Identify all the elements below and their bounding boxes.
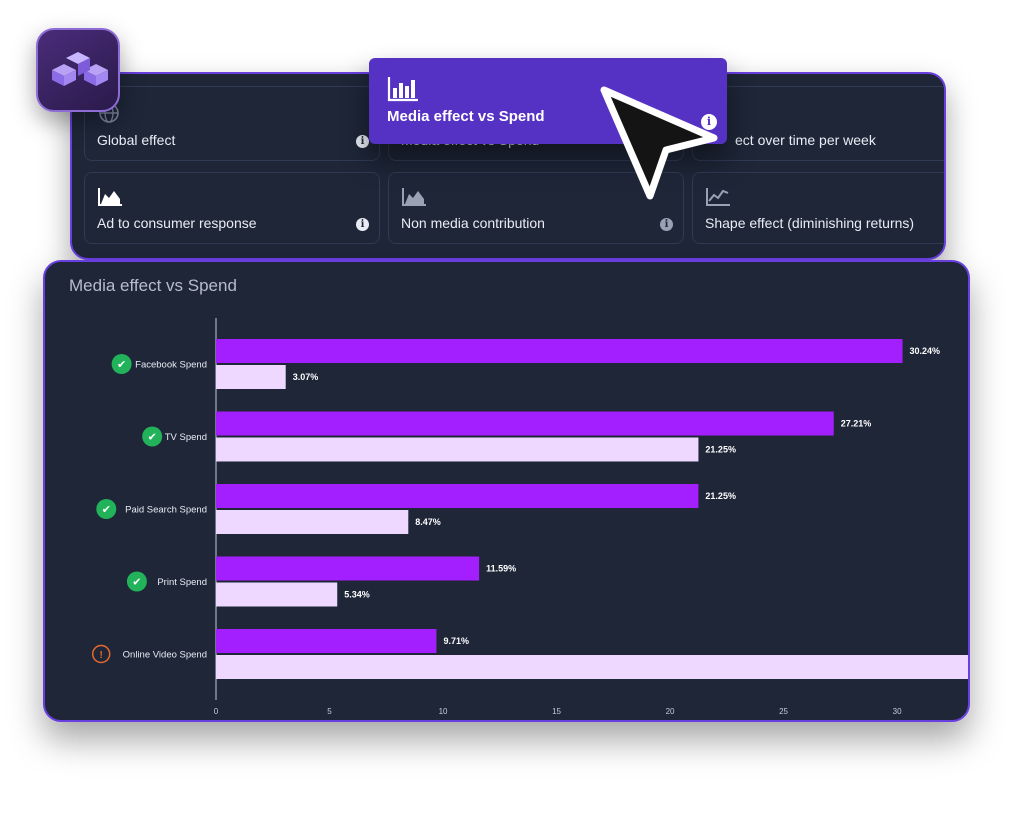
thumbs-up-icon <box>142 426 163 447</box>
info-icon[interactable]: i <box>356 218 369 231</box>
trend-chart-icon <box>705 187 731 212</box>
card-label: Ad to consumer response <box>97 215 257 231</box>
category-label: Print Spend <box>157 577 207 588</box>
data-label: 5.34% <box>344 590 370 600</box>
bar-spend <box>216 510 409 534</box>
mouse-pointer-icon <box>600 86 718 200</box>
category-label: Online Video Spend <box>123 650 207 661</box>
card-label: Global effect <box>97 132 176 148</box>
bar-effect <box>216 411 834 436</box>
info-icon[interactable]: i <box>701 114 717 130</box>
thumbs-up-icon <box>111 354 132 374</box>
thumbs-up-glyph: ✔ <box>148 431 157 444</box>
bar-effect <box>216 339 903 363</box>
card-label: Non media contribution <box>401 215 545 231</box>
x-tick-label: 25 <box>779 707 788 716</box>
bar-effect <box>216 484 699 508</box>
data-label: 3.07% <box>293 372 319 382</box>
area-chart-icon <box>401 187 427 212</box>
bar-chart-icon <box>387 76 419 107</box>
chart-title: Media effect vs Spend <box>69 276 237 295</box>
bar-spend <box>216 655 968 679</box>
category-label: Paid Search Spend <box>125 505 207 516</box>
bar-spend <box>216 582 338 607</box>
card-label: ect over time per week <box>735 132 876 148</box>
app-logo-icon <box>52 52 108 86</box>
data-label: 11.59% <box>486 564 516 574</box>
data-label: 21.25% <box>705 445 736 455</box>
chart-panel: Media effect vs Spend 30.24% 3.07% Faceboo… <box>43 260 970 722</box>
area-chart-icon <box>97 187 123 212</box>
data-label: 21.25% <box>705 491 736 501</box>
warning-glyph: ! <box>100 650 103 661</box>
card-ad-to-consumer-response[interactable]: Ad to consumer response i <box>84 172 380 244</box>
card-label: Media effect vs Spend <box>387 108 545 125</box>
thumbs-up-icon <box>96 499 117 519</box>
bar-chart: 30.24% 3.07% Facebook Spend ✔ 27.21% 21.25% TV… <box>91 318 968 716</box>
card-shape-effect[interactable]: Shape effect (diminishing returns) <box>692 172 944 244</box>
x-tick-label: 20 <box>666 707 675 716</box>
card-global-effect[interactable]: Global effect i <box>84 86 380 161</box>
app-logo[interactable] <box>36 28 120 112</box>
card-label: Shape effect (diminishing returns) <box>705 215 915 231</box>
card-effect-over-time[interactable]: ect over time per week <box>692 86 944 161</box>
info-icon[interactable]: i <box>660 218 673 231</box>
data-label: 8.47% <box>415 517 441 527</box>
thumbs-up-glyph: ✔ <box>117 358 126 371</box>
thumbs-up-glyph: ✔ <box>102 503 111 516</box>
x-tick-label: 30 <box>893 707 902 716</box>
data-label: 9.71% <box>443 636 469 646</box>
x-tick-label: 0 <box>214 707 219 716</box>
data-label: 30.24% <box>910 346 941 356</box>
bar-spend <box>216 365 286 389</box>
category-label: Facebook Spend <box>135 360 207 371</box>
info-icon[interactable]: i <box>356 135 369 148</box>
thumbs-up-glyph: ✔ <box>132 576 141 589</box>
warning-icon <box>91 644 111 664</box>
bar-spend <box>216 437 699 462</box>
x-tick-label: 5 <box>327 707 332 716</box>
data-label: 27.21% <box>841 419 872 429</box>
x-tick-label: 10 <box>439 707 448 716</box>
thumbs-up-icon <box>126 571 147 592</box>
card-non-media-contribution[interactable]: Non media contribution i <box>388 172 684 244</box>
bar-effect <box>216 629 437 653</box>
bar-effect <box>216 556 480 581</box>
category-label: TV Spend <box>165 432 207 443</box>
x-tick-label: 15 <box>552 707 561 716</box>
